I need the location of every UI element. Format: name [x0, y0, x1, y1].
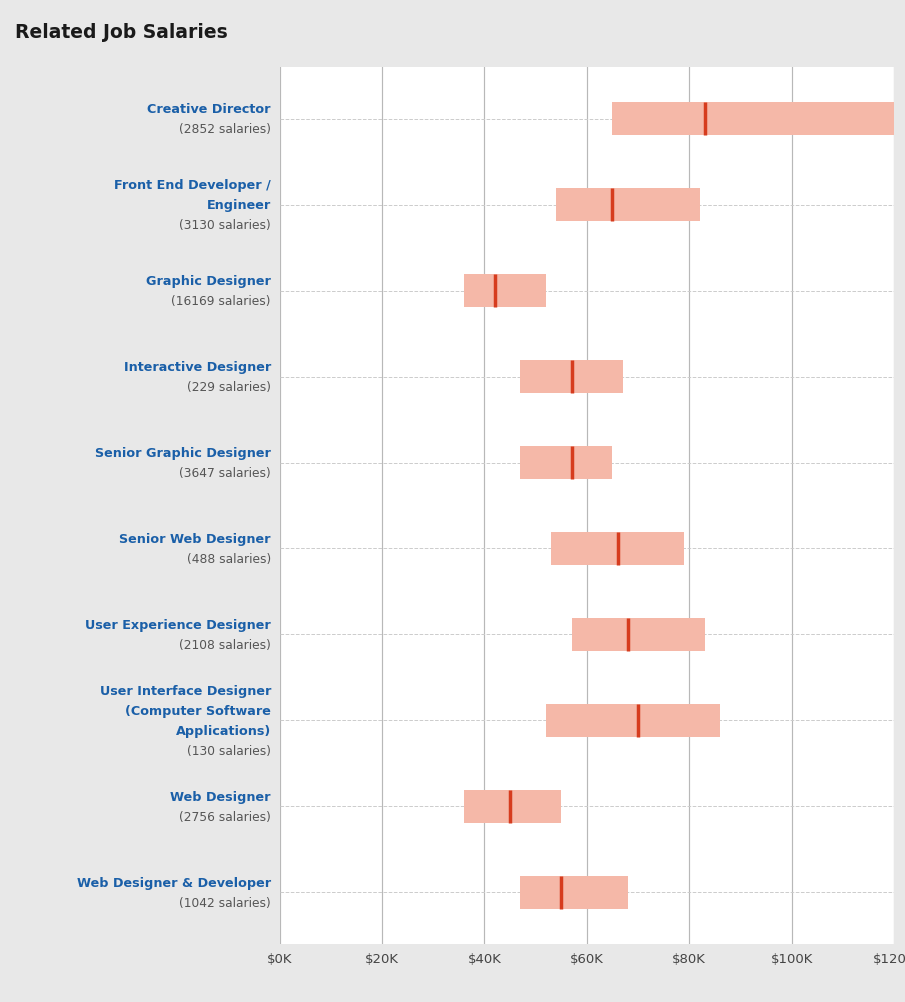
- Text: (16169 salaries): (16169 salaries): [171, 295, 271, 308]
- Text: Web Designer: Web Designer: [170, 791, 271, 804]
- Text: Applications): Applications): [176, 724, 271, 737]
- Text: User Experience Designer: User Experience Designer: [85, 618, 271, 631]
- Text: (Computer Software: (Computer Software: [125, 704, 271, 717]
- Bar: [464, 276, 546, 308]
- Bar: [520, 447, 613, 479]
- Text: Front End Developer /: Front End Developer /: [114, 179, 271, 192]
- Text: (2756 salaries): (2756 salaries): [179, 810, 271, 823]
- Text: Senior Graphic Designer: Senior Graphic Designer: [95, 447, 271, 460]
- Bar: [572, 618, 705, 651]
- Text: Senior Web Designer: Senior Web Designer: [119, 533, 271, 545]
- Text: (229 salaries): (229 salaries): [187, 381, 271, 394]
- Text: (3130 salaries): (3130 salaries): [179, 218, 271, 231]
- Text: (3647 salaries): (3647 salaries): [179, 467, 271, 479]
- Text: (2852 salaries): (2852 salaries): [179, 123, 271, 136]
- Text: Related Job Salaries: Related Job Salaries: [15, 23, 228, 42]
- Bar: [464, 791, 561, 823]
- Text: Creative Director: Creative Director: [148, 103, 271, 116]
- Bar: [546, 704, 720, 736]
- Text: Engineer: Engineer: [206, 199, 271, 212]
- Text: User Interface Designer: User Interface Designer: [100, 684, 271, 697]
- Text: Web Designer & Developer: Web Designer & Developer: [77, 876, 271, 889]
- Bar: [557, 189, 700, 221]
- Text: (2108 salaries): (2108 salaries): [179, 638, 271, 651]
- Text: Graphic Designer: Graphic Designer: [146, 275, 271, 288]
- Text: (130 salaries): (130 salaries): [187, 743, 271, 757]
- Bar: [613, 103, 900, 136]
- Text: (1042 salaries): (1042 salaries): [179, 896, 271, 909]
- Bar: [520, 361, 623, 394]
- Text: (488 salaries): (488 salaries): [186, 552, 271, 565]
- Bar: [551, 533, 684, 565]
- Bar: [520, 876, 628, 909]
- Text: Interactive Designer: Interactive Designer: [124, 361, 271, 374]
